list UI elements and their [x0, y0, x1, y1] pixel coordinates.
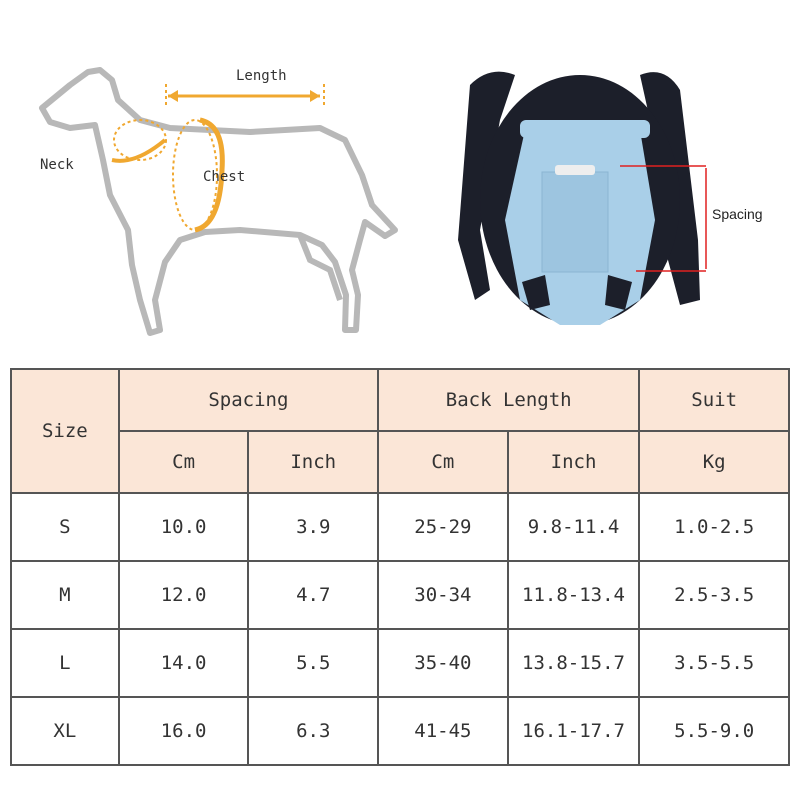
table-cell: 3.5-5.5: [638, 628, 790, 698]
table-cell: 35-40: [377, 628, 509, 698]
table-cell: 10.0: [117, 492, 250, 562]
measurement-diagram: [39, 67, 707, 336]
dog-outline: [39, 67, 398, 336]
table-cell: 6.3: [247, 696, 380, 766]
table-cell: 30-34: [377, 560, 509, 630]
table-cell: 3.9: [247, 492, 380, 562]
neck-arrow: [111, 138, 167, 163]
group-header-suit: Suit: [638, 368, 790, 432]
table-cell: 5.5: [247, 628, 380, 698]
table-row: XL 16.0 6.3 41-45 16.1-17.7 5.5-9.0: [10, 696, 790, 766]
unit-header: Inch: [506, 430, 641, 494]
table-cell: 5.5-9.0: [638, 696, 790, 766]
unit-header: Inch: [247, 430, 380, 494]
table-row: S 10.0 3.9 25-29 9.8-11.4 1.0-2.5: [10, 492, 790, 562]
unit-header: Kg: [638, 430, 790, 494]
unit-header: Cm: [377, 430, 509, 494]
unit-header: Cm: [117, 430, 250, 494]
table-cell: 14.0: [117, 628, 250, 698]
length-label: Length: [236, 68, 287, 84]
spacing-label: Spacing: [712, 206, 763, 222]
table-cell: M: [10, 560, 120, 630]
table-row: M 12.0 4.7 30-34 11.8-13.4 2.5-3.5: [10, 560, 790, 630]
table-cell: 25-29: [377, 492, 509, 562]
table-cell: 13.8-15.7: [506, 628, 641, 698]
table-cell: 16.0: [117, 696, 250, 766]
table-cell: 41-45: [377, 696, 509, 766]
table-row: L 14.0 5.5 35-40 13.8-15.7 3.5-5.5: [10, 628, 790, 698]
group-header-back-length: Back Length: [377, 368, 641, 432]
group-header-spacing: Spacing: [117, 368, 380, 432]
table-cell: 11.8-13.4: [506, 560, 641, 630]
neck-label: Neck: [40, 157, 74, 173]
size-chart-table: Size Spacing Back Length Suit Cm Inch Cm…: [10, 368, 790, 766]
table-cell: S: [10, 492, 120, 562]
table-unit-row: Cm Inch Cm Inch Kg: [11, 430, 790, 494]
size-header: Size: [10, 368, 120, 494]
table-cell: 1.0-2.5: [638, 492, 790, 562]
table-cell: 12.0: [117, 560, 250, 630]
dog-carrier-image: [458, 71, 707, 325]
table-cell: 16.1-17.7: [506, 696, 641, 766]
table-header-row: Size Spacing Back Length Suit: [10, 368, 790, 494]
table-cell: L: [10, 628, 120, 698]
table-cell: XL: [10, 696, 120, 766]
chest-label: Chest: [203, 169, 246, 185]
dog-hind-leg: [297, 233, 343, 301]
illustration: Length Neck Chest Spacing: [0, 0, 800, 360]
table-cell: 9.8-11.4: [506, 492, 641, 562]
chest-arrow: [194, 117, 225, 233]
table-cell: 4.7: [247, 560, 380, 630]
table-cell: 2.5-3.5: [638, 560, 790, 630]
